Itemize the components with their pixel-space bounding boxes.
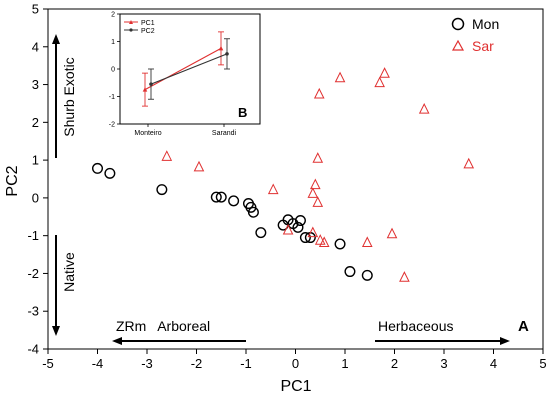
- y-tick-label: 1: [32, 153, 39, 168]
- x-tick-label: 2: [391, 356, 398, 371]
- x-tick-label: 5: [539, 356, 546, 371]
- inset-pc1-line: [144, 47, 222, 91]
- sar-point: [386, 227, 398, 239]
- mon-point: [294, 215, 306, 227]
- sar-point: [374, 76, 385, 88]
- mon-point: [292, 221, 304, 233]
- x-tick-label: -1: [240, 356, 252, 371]
- y-tick-label: -4: [27, 342, 39, 357]
- left-annotation: ZRm Arboreal: [116, 318, 210, 334]
- y-tick-label: 2: [32, 115, 39, 130]
- x-tick-label: -3: [141, 356, 153, 371]
- mon-point: [104, 167, 116, 179]
- sar-point: [161, 150, 173, 161]
- sar-point: [463, 157, 475, 169]
- sar-point: [282, 223, 294, 235]
- sar-point: [312, 152, 324, 163]
- inset-y-tick-label: -2: [109, 122, 115, 129]
- panel-label-a: A: [518, 318, 529, 335]
- sar-point: [193, 160, 205, 172]
- sar-point: [399, 271, 410, 282]
- upper-annotation: Shurb Exotic: [61, 57, 77, 136]
- inset-x-tick-label: Sarandi: [212, 130, 237, 137]
- legend-sar-marker: [451, 39, 465, 51]
- x-tick-label: -4: [92, 356, 104, 371]
- inset-axis-ticks: -2 -1 0 1 2 Monteiro Sarandi: [109, 12, 237, 138]
- y-tick-label: 0: [32, 190, 39, 205]
- mon-point: [344, 266, 356, 278]
- inset-series-lines: [142, 31, 230, 107]
- inset-pc2-line: [150, 53, 228, 85]
- mon-point: [255, 227, 267, 239]
- y-tick-label: -1: [27, 228, 39, 243]
- mon-point: [156, 184, 168, 196]
- left-arrowhead: [112, 337, 122, 345]
- sar-point: [361, 236, 373, 247]
- sar-point: [307, 187, 319, 198]
- x-tick-label: 3: [440, 356, 447, 371]
- mon-point: [299, 232, 311, 244]
- x-axis-title: PC1: [280, 378, 311, 395]
- inset-legend-pc1-marker: [129, 20, 133, 24]
- sar-point: [314, 234, 326, 245]
- mon-point: [210, 191, 222, 203]
- right-annotation: Herbaceous: [378, 318, 454, 334]
- lower-annotation: Native: [61, 252, 77, 292]
- sar-point: [379, 67, 390, 78]
- y-axis-title: PC2: [4, 165, 21, 196]
- down-arrowhead: [52, 326, 60, 336]
- x-tick-label: 1: [341, 356, 348, 371]
- main-legend: Mon Sar: [451, 16, 499, 54]
- x-tick-label: 4: [490, 356, 497, 371]
- sar-point: [267, 183, 279, 195]
- legend-mon-marker: [451, 17, 465, 31]
- inset-legend-pc1-label: PC1: [141, 20, 155, 27]
- y-tick-label: 4: [32, 39, 39, 54]
- panel-label-b: B: [238, 105, 247, 120]
- x-tick-label: -5: [42, 356, 54, 371]
- mon-point: [91, 162, 103, 174]
- mon-point: [228, 195, 240, 207]
- y-tick-label: -2: [27, 266, 39, 281]
- sar-point: [418, 102, 430, 114]
- inset-panel-b: -2 -1 0 1 2 Monteiro Sarandi PC1 PC2 B: [109, 12, 261, 138]
- up-arrowhead: [52, 34, 60, 44]
- main-data-points: [91, 67, 475, 282]
- right-arrowhead: [500, 337, 510, 345]
- mon-point: [215, 191, 227, 203]
- inset-pc1-marker: [142, 87, 148, 92]
- sar-point: [334, 71, 346, 83]
- inset-legend-pc2-label: PC2: [141, 28, 155, 35]
- sar-point: [309, 178, 321, 190]
- legend-sar-label: Sar: [472, 38, 494, 54]
- x-tick-label: 0: [292, 356, 299, 371]
- sar-point: [312, 196, 324, 207]
- y-tick-label: -3: [27, 304, 39, 319]
- y-tick-label: 3: [32, 77, 39, 92]
- sar-point: [313, 87, 325, 99]
- inset-y-tick-label: 1: [111, 39, 115, 46]
- mon-point: [247, 206, 259, 218]
- sar-point: [318, 236, 330, 247]
- mon-point: [361, 269, 373, 281]
- sar-point: [307, 226, 319, 238]
- inset-y-tick-label: 0: [111, 67, 115, 74]
- inset-y-tick-label: -1: [109, 94, 115, 101]
- inset-legend-pc2-marker: [129, 28, 133, 32]
- inset-y-tick-label: 2: [111, 12, 115, 19]
- inset-pc1-marker: [218, 45, 224, 51]
- inset-legend: PC1 PC2: [124, 20, 155, 35]
- x-tick-label: -2: [191, 356, 203, 371]
- inset-x-tick-label: Monteiro: [134, 130, 161, 137]
- inset-pc2-marker: [225, 52, 229, 56]
- mon-point: [334, 238, 346, 250]
- inset-pc2-marker: [149, 82, 153, 86]
- y-tick-label: 5: [32, 2, 39, 17]
- legend-mon-label: Mon: [472, 16, 499, 32]
